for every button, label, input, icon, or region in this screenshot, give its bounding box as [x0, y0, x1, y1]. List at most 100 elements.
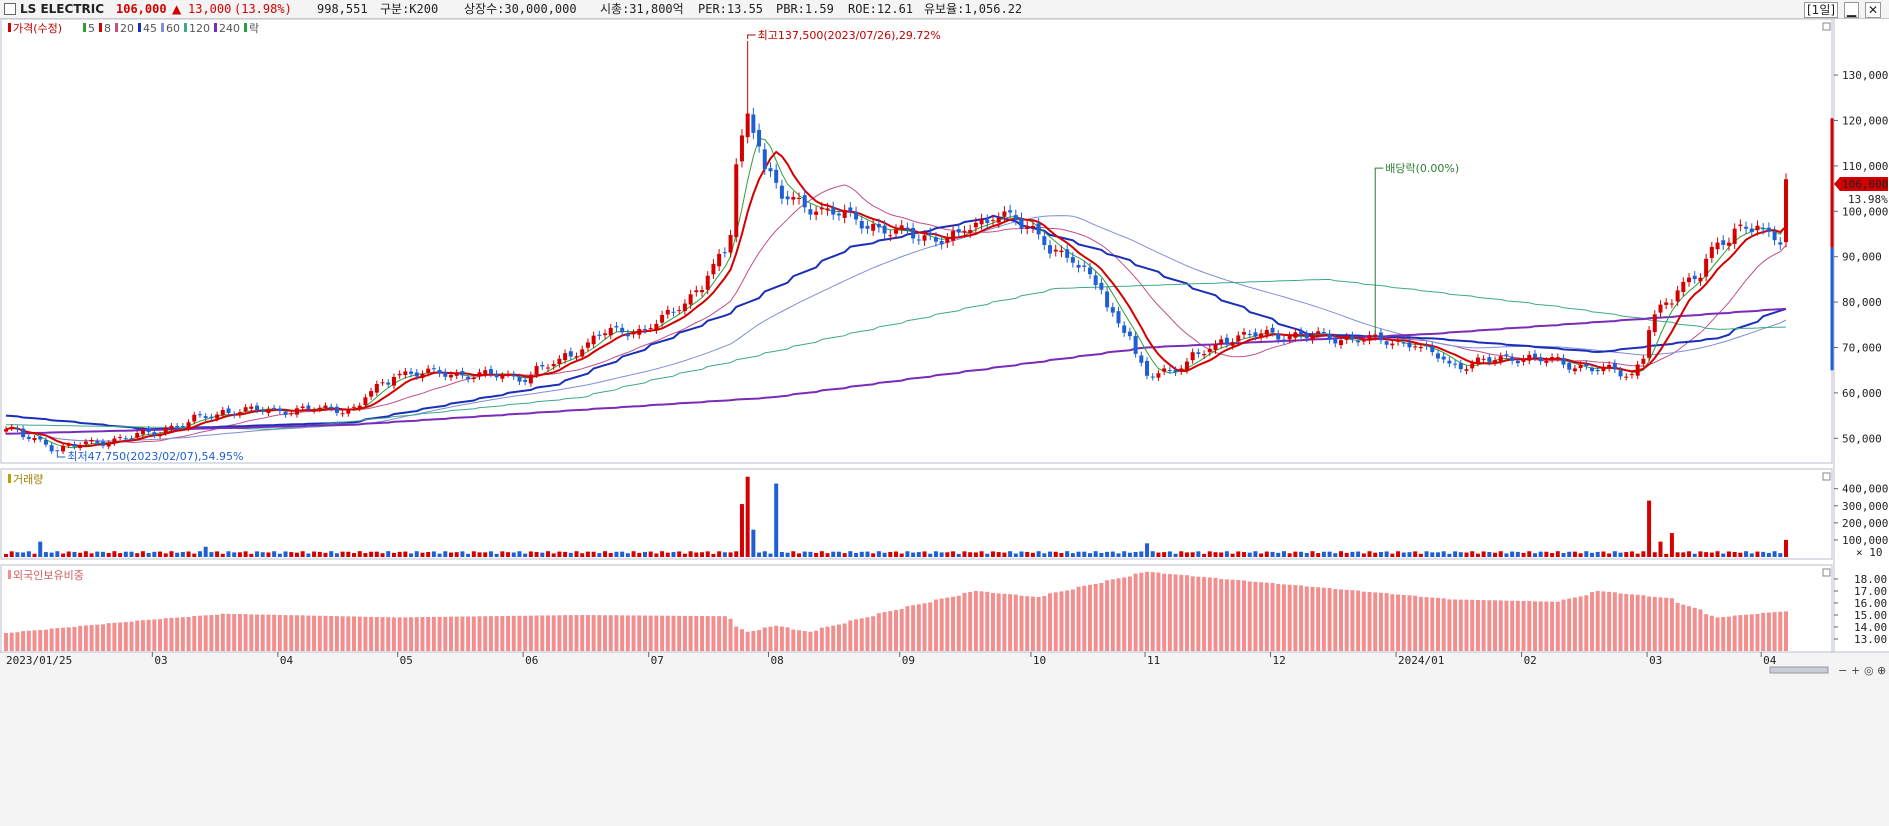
foreign-bar	[38, 629, 43, 651]
volume-bar	[956, 553, 961, 557]
candle-body	[1635, 364, 1640, 376]
volume-bar	[123, 551, 128, 557]
foreign-bar	[66, 627, 71, 651]
foreign-bar	[1030, 596, 1035, 651]
volume-bar	[608, 553, 613, 557]
candle-body	[1475, 357, 1480, 363]
volume-bar	[848, 551, 853, 557]
volume-bar	[1350, 551, 1355, 557]
volume-bar	[728, 552, 733, 557]
foreign-bar	[973, 591, 978, 651]
foreign-bar	[158, 619, 163, 651]
candle-body	[1219, 339, 1224, 345]
volume-bar	[118, 553, 123, 557]
volume-bar	[317, 551, 322, 557]
foreign-bar	[1407, 595, 1412, 651]
foreign-tick-label: 17.00	[1854, 585, 1887, 598]
candle-body	[506, 373, 511, 375]
candle-body	[1053, 249, 1058, 252]
foreign-bar	[785, 627, 790, 651]
candle-body	[1127, 331, 1132, 337]
volume-bar	[1139, 551, 1144, 557]
volume-bar	[603, 551, 608, 557]
foreign-bar	[352, 616, 357, 651]
x-tick-label: 05	[400, 654, 413, 667]
foreign-bar	[916, 604, 921, 651]
foreign-bar	[671, 615, 676, 651]
volume-bar	[1224, 551, 1229, 557]
foreign-bar	[306, 615, 311, 651]
foreign-bar	[1145, 571, 1150, 651]
minimize-button[interactable]: ▁	[1843, 2, 1860, 18]
header-checkbox[interactable]	[4, 3, 16, 15]
candle-body	[334, 406, 339, 413]
zoom-icon: −	[1838, 664, 1847, 677]
volume-bar	[312, 551, 317, 557]
volume-bar	[277, 553, 282, 557]
period-button[interactable]: [1일]	[1804, 2, 1839, 18]
volume-bar	[1692, 553, 1697, 557]
candle-body	[1595, 369, 1600, 372]
candle-body	[1321, 331, 1326, 333]
foreign-bar	[990, 593, 995, 651]
foreign-bar	[717, 616, 722, 651]
candle-body	[135, 433, 140, 438]
volume-bar	[1726, 551, 1731, 557]
candle-body	[1304, 334, 1309, 339]
volume-bar	[1527, 551, 1532, 557]
volume-bar	[466, 553, 471, 557]
foreign-bar	[1099, 583, 1104, 651]
volume-bar	[1264, 551, 1269, 557]
volume-bar	[705, 551, 710, 557]
legend-label: 가격(수정)	[13, 22, 62, 35]
volume-bar	[1715, 551, 1720, 557]
candle-body	[1401, 342, 1406, 344]
candle-body	[21, 428, 26, 438]
foreign-bar	[1493, 600, 1498, 651]
foreign-bar	[1184, 575, 1189, 651]
volume-bar	[232, 552, 237, 557]
volume-bar	[1396, 551, 1401, 557]
foreign-bar	[1732, 615, 1737, 651]
candle-body	[523, 379, 528, 382]
volume-bar	[1601, 551, 1606, 557]
foreign-bar	[1127, 576, 1132, 651]
candle-body	[1116, 311, 1121, 324]
candle-body	[1704, 258, 1709, 277]
volume-bar	[1242, 552, 1247, 557]
foreign-bar	[1019, 595, 1024, 651]
volume-panel-toggle-button	[1822, 472, 1831, 481]
foreign-bar	[1658, 597, 1663, 651]
legend-label: 5	[88, 22, 95, 35]
low-marker-line	[56, 450, 66, 458]
candle-body	[1481, 358, 1486, 360]
volume-bar	[1498, 551, 1503, 557]
x-tick-label: 2024/01	[1398, 654, 1444, 667]
volume-bar	[1584, 551, 1589, 557]
foreign-bar	[1584, 595, 1589, 651]
foreign-bar	[1048, 593, 1053, 651]
foreign-bar	[859, 618, 864, 651]
foreign-bar	[882, 612, 887, 651]
volume-bar	[1173, 553, 1178, 557]
candle-body	[968, 229, 973, 233]
foreign-bar	[574, 615, 579, 651]
close-button[interactable]: ✕	[1864, 2, 1881, 18]
foreign-bar	[865, 617, 870, 651]
foreign-bar	[1721, 617, 1726, 651]
volume-bar	[300, 551, 305, 557]
foreign-bar	[1784, 611, 1788, 651]
foreign-bar	[226, 613, 231, 651]
foreign-bar	[1053, 592, 1058, 651]
foreign-bar	[494, 616, 499, 651]
candle-body	[1572, 368, 1577, 372]
volume-bar	[1561, 553, 1566, 557]
foreign-bar	[437, 616, 442, 651]
x-tick-label: 07	[651, 654, 664, 667]
foreign-bar	[403, 617, 408, 651]
volume-bar	[1567, 551, 1572, 557]
foreign-bar	[1578, 596, 1583, 651]
volume-bar	[1333, 553, 1338, 557]
candle-body	[876, 223, 881, 228]
